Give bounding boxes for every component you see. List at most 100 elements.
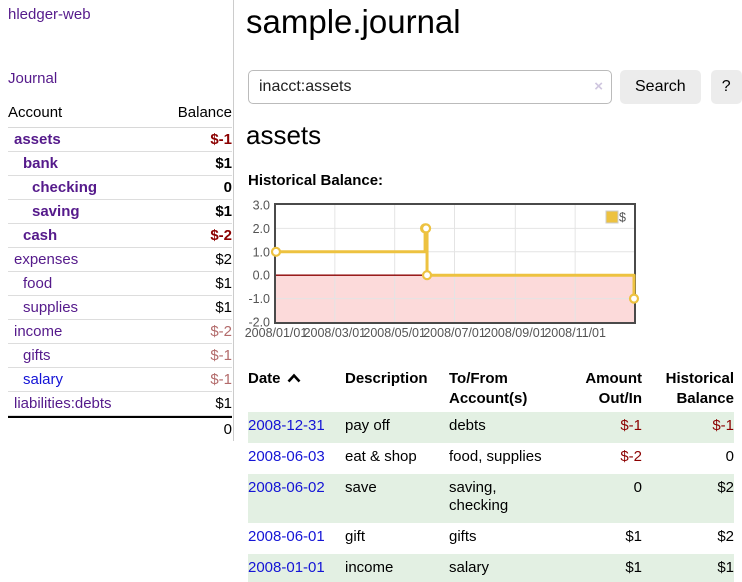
sidebar-account-link[interactable]: bank (23, 155, 59, 172)
register-header-description: Description (345, 370, 428, 387)
sidebar-account-balance: $1 (215, 395, 232, 412)
historical-balance-chart: 3.0 2.0 1.0 0.0 -1.0 -2.0 2008/01/01 2008/03/01… (245, 198, 646, 348)
search-input[interactable] (248, 70, 612, 104)
sidebar-account-link[interactable]: liabilities:debts (14, 395, 112, 412)
sidebar-divider (233, 0, 234, 441)
chart-title: Historical Balance: (248, 172, 384, 189)
sidebar-account-link[interactable]: salary (23, 371, 64, 388)
y-tick-label: 3.0 (253, 199, 270, 213)
sidebar-account-balance: $1 (215, 155, 232, 172)
sidebar-account-row: gifts $-1 (8, 344, 232, 368)
sidebar-account-row: food $1 (8, 272, 232, 296)
register-description: gift (345, 528, 366, 545)
search-button[interactable]: Search (620, 70, 701, 104)
sidebar-account-row: checking 0 (8, 176, 232, 200)
register-row: 2008-01-01 income salary $1 $1 (248, 553, 734, 582)
register-table: Date Description To/From Account(s) Amou… (248, 367, 734, 582)
accounts-header-balance: Balance (177, 104, 232, 121)
register-balance: $1 (717, 558, 734, 576)
help-button[interactable]: ? (710, 70, 742, 104)
x-tick-label: 2008/11/01 (544, 326, 606, 340)
register-row: 2008-06-02 save saving, checking 0 $2 (248, 473, 734, 523)
y-tick-label: 2.0 (253, 222, 270, 236)
register-amount: $1 (625, 528, 642, 545)
sidebar-account-row: expenses $2 (8, 248, 232, 272)
sidebar-account-balance: 0 (223, 179, 232, 196)
page-title: sample.journal (246, 3, 461, 40)
clear-search-icon[interactable]: × (594, 78, 603, 95)
register-description: eat & shop (345, 447, 417, 465)
y-tick-label: -2.0 (248, 316, 270, 330)
register-amount: $-2 (620, 447, 642, 465)
search-form: × Search ? (248, 70, 742, 104)
accounts-total-value: 0 (223, 421, 232, 438)
sidebar-account-balance: $1 (215, 299, 232, 316)
sidebar-account-row: saving $1 (8, 200, 232, 224)
register-date-link[interactable]: 2008-06-01 (248, 528, 325, 545)
main-content: sample.journal × Search ? assets Histori… (245, 0, 742, 582)
register-balance: $2 (717, 478, 734, 496)
sidebar-account-link[interactable]: gifts (23, 347, 51, 364)
sidebar-account-balance: $-2 (210, 227, 232, 244)
register-accounts: saving, checking (449, 478, 509, 515)
sidebar-account-balance: $1 (215, 203, 232, 220)
sidebar-account-balance: $-1 (210, 347, 232, 364)
legend-label: $ (619, 211, 626, 225)
register-header-balance: Historical Balance (665, 370, 734, 407)
sidebar-account-balance: $-1 (210, 131, 232, 148)
sidebar-account-row: liabilities:debts $1 (8, 392, 232, 416)
register-description: income (345, 558, 394, 576)
register-date-link[interactable]: 2008-01-01 (248, 558, 325, 576)
register-header-row: Date Description To/From Account(s) Amou… (248, 367, 734, 412)
register-accounts: salary (449, 558, 490, 576)
sidebar-account-link[interactable]: assets (14, 131, 61, 148)
legend-swatch (605, 210, 619, 224)
accounts-total-row: 0 (8, 416, 232, 441)
sidebar-item-journal[interactable]: Journal (8, 70, 58, 87)
account-heading: assets (246, 120, 322, 150)
accounts-rows: assets $-1 bank $1 checking 0 saving $1 … (8, 128, 232, 416)
sidebar-account-row: supplies $1 (8, 296, 232, 320)
sidebar-account-row: assets $-1 (8, 128, 232, 152)
sidebar-account-link[interactable]: income (14, 323, 63, 340)
chart-point (420, 223, 432, 234)
sidebar-account-row: bank $1 (8, 152, 232, 176)
sidebar-account-link[interactable]: supplies (23, 299, 79, 316)
sidebar-account-balance: $2 (215, 251, 232, 268)
x-tick-label: 2008/09/01 (484, 326, 547, 340)
sidebar-account-row: salary $-1 (8, 368, 232, 392)
sidebar-account-balance: $-1 (210, 371, 232, 388)
register-accounts: debts (449, 417, 486, 434)
register-balance: $2 (717, 528, 734, 545)
register-date-link[interactable]: 2008-12-31 (248, 417, 325, 434)
register-header-accounts: To/From Account(s) (449, 370, 528, 407)
register-balance: $-1 (712, 417, 734, 434)
register-date-link[interactable]: 2008-06-03 (248, 447, 325, 465)
y-tick-label: 1.0 (253, 245, 270, 259)
register-date-link[interactable]: 2008-06-02 (248, 478, 325, 496)
chart-point (270, 246, 282, 257)
sort-ascending-icon (287, 373, 300, 383)
x-tick-label: 2008/03/01 (304, 326, 367, 340)
register-amount: $-1 (620, 417, 642, 434)
register-header-date: Date (248, 367, 345, 412)
register-description: pay off (345, 417, 390, 434)
y-tick-label: 0.0 (253, 269, 270, 283)
plot-border (274, 203, 636, 324)
y-tick-label: -1.0 (248, 292, 270, 306)
register-balance: 0 (725, 447, 734, 465)
brand-link[interactable]: hledger-web (8, 6, 91, 23)
sidebar-account-link[interactable]: food (23, 275, 53, 292)
accounts-table-header: Account Balance (8, 101, 232, 128)
sidebar-account-link[interactable]: saving (32, 203, 80, 220)
sidebar-account-link[interactable]: expenses (14, 251, 79, 268)
sidebar-account-row: cash $-2 (8, 224, 232, 248)
chart-point (421, 270, 433, 281)
sidebar-account-link[interactable]: checking (32, 179, 98, 196)
x-tick-label: 2008/07/01 (423, 326, 486, 340)
register-accounts: gifts (449, 528, 477, 545)
sidebar-account-row: income $-2 (8, 320, 232, 344)
sidebar-account-link[interactable]: cash (23, 227, 58, 244)
register-row: 2008-06-01 gift gifts $1 $2 (248, 523, 734, 554)
accounts-header-account: Account (8, 104, 63, 121)
